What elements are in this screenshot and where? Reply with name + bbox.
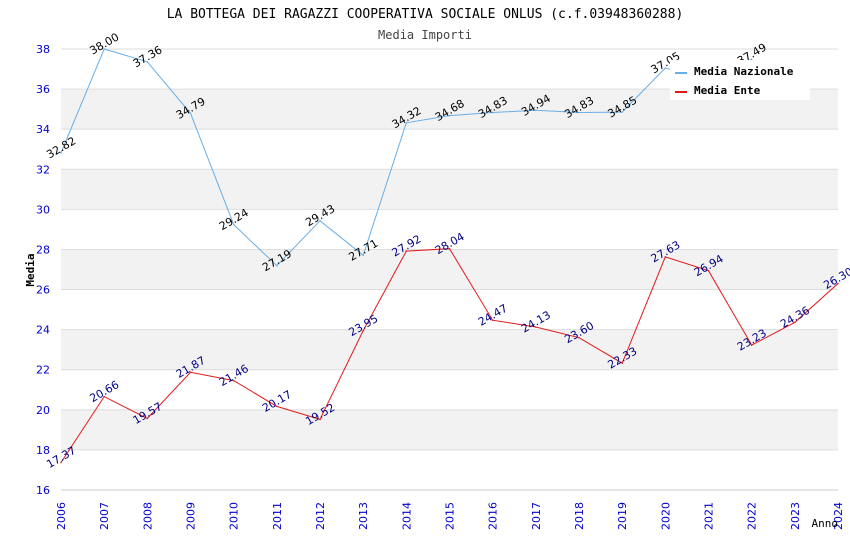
data-point — [60, 461, 62, 464]
data-point — [232, 223, 235, 226]
data-point — [448, 114, 451, 117]
x-tick-label: 2013 — [357, 502, 370, 530]
legend: Media Nazionale Media Ente — [670, 60, 810, 100]
data-label: 37.36 — [131, 43, 165, 70]
data-label: 32.82 — [44, 134, 78, 161]
chart-subtitle: Media Importi — [378, 28, 472, 42]
data-point — [750, 58, 753, 61]
legend-label-media-nazionale: Media Nazionale — [694, 65, 794, 78]
data-point — [750, 344, 753, 346]
band-30 — [61, 169, 838, 210]
data-point — [621, 111, 623, 113]
data-point — [578, 111, 580, 114]
x-tick-label: 2021 — [703, 502, 716, 530]
data-point — [491, 111, 494, 114]
x-tick-label: 2017 — [530, 502, 543, 530]
x-tick-label: 2015 — [444, 502, 457, 530]
y-tick-label: 24 — [36, 324, 50, 337]
x-tick-label: 2024 — [832, 502, 845, 530]
data-point — [794, 321, 796, 324]
data-point — [405, 121, 408, 124]
band-26 — [61, 249, 838, 290]
data-point — [491, 319, 494, 322]
data-point — [664, 256, 667, 258]
series-lines — [60, 48, 839, 464]
data-point — [535, 109, 537, 112]
y-tick-label: 20 — [36, 404, 50, 417]
x-tick-label: 2011 — [271, 502, 284, 530]
y-tick-label: 30 — [36, 203, 50, 216]
x-tick-label: 2023 — [789, 502, 802, 530]
x-tick-label: 2008 — [141, 502, 154, 530]
data-label: 29.24 — [217, 206, 251, 233]
x-tick-label: 2007 — [98, 502, 111, 530]
x-tick-label: 2018 — [573, 502, 586, 530]
x-axis-label: Anno — [812, 517, 839, 530]
data-point — [707, 269, 710, 272]
data-point — [146, 61, 149, 63]
x-axis-ticks: 2006 2007 2008 2009 2010 2011 2012 2013 2014 2015… — [55, 502, 845, 530]
data-label: 38.00 — [88, 30, 122, 57]
y-tick-label: 18 — [36, 444, 50, 457]
x-tick-label: 2020 — [659, 502, 672, 530]
x-tick-label: 2006 — [55, 502, 68, 530]
data-point — [448, 247, 451, 250]
y-axis-label: Media — [24, 253, 37, 286]
band-18 — [61, 409, 838, 450]
data-point — [535, 326, 537, 328]
data-point — [276, 264, 278, 267]
data-point — [319, 418, 321, 421]
x-tick-label: 2009 — [185, 502, 198, 530]
data-label: 20.66 — [88, 378, 122, 405]
series-line-media-nazionale — [60, 48, 752, 267]
data-point — [837, 282, 839, 285]
data-point — [276, 405, 278, 408]
y-tick-label: 32 — [36, 163, 50, 176]
x-tick-label: 2019 — [616, 502, 629, 530]
data-point — [103, 48, 105, 50]
data-point — [146, 417, 149, 420]
data-point — [362, 254, 364, 257]
x-tick-label: 2012 — [314, 502, 327, 530]
y-tick-label: 36 — [36, 83, 50, 96]
chart-title: LA BOTTEGA DEI RAGAZZI COOPERATIVA SOCIA… — [167, 7, 684, 22]
x-tick-label: 2014 — [400, 502, 413, 530]
data-label: 24.36 — [778, 304, 812, 331]
data-point — [103, 395, 105, 398]
x-tick-label: 2010 — [228, 502, 241, 530]
background-bands — [61, 89, 838, 450]
legend-label-media-ente: Media Ente — [694, 84, 761, 97]
y-tick-label: 26 — [36, 284, 50, 297]
band-22 — [61, 329, 838, 370]
x-tick-label: 2022 — [746, 502, 759, 530]
data-label: 24.47 — [476, 302, 510, 329]
data-point — [578, 336, 580, 339]
data-point — [60, 152, 62, 154]
data-point — [189, 112, 192, 115]
y-tick-label: 34 — [36, 123, 50, 136]
legend-box — [670, 60, 810, 100]
data-point — [189, 371, 192, 374]
y-tick-label: 28 — [36, 243, 50, 256]
data-point — [319, 219, 321, 222]
data-point — [664, 67, 667, 69]
x-tick-label: 2016 — [487, 502, 500, 530]
y-tick-label: 22 — [36, 364, 50, 377]
y-tick-label: 38 — [36, 43, 50, 56]
y-tick-label: 16 — [36, 484, 50, 497]
y-axis-ticks: 16 18 20 22 24 26 28 30 32 34 36 38 — [36, 43, 50, 497]
data-point — [621, 362, 623, 364]
data-point — [362, 329, 364, 332]
data-point — [405, 250, 408, 252]
data-point — [232, 379, 235, 382]
